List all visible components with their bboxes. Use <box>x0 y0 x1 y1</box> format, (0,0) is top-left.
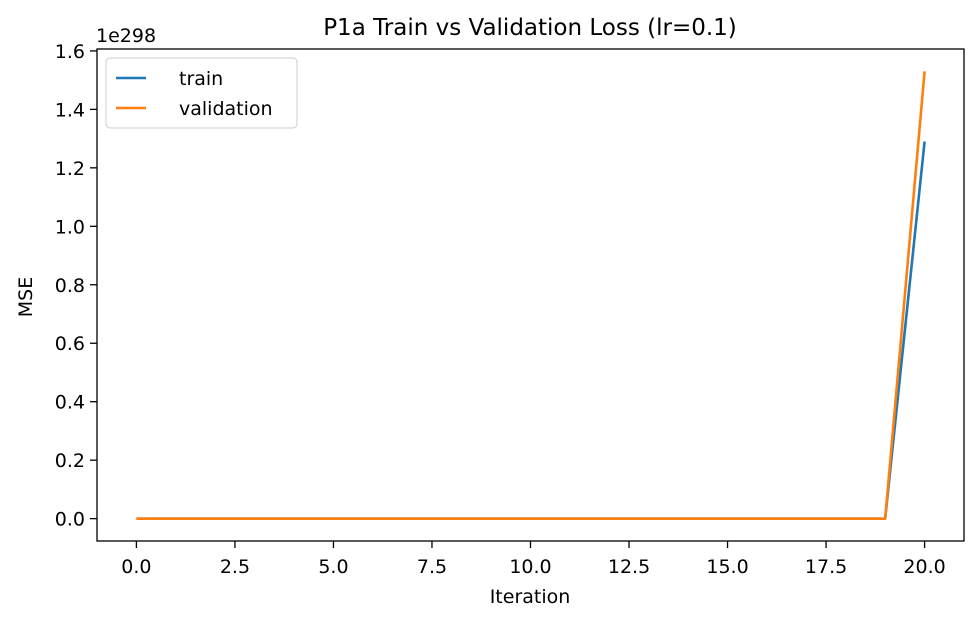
y-tick-label: 1.0 <box>55 216 85 238</box>
y-tick-label: 1.2 <box>55 158 85 180</box>
y-tick-label: 0.6 <box>55 333 85 355</box>
series-line-validation <box>136 71 926 520</box>
x-tick-label: 20.0 <box>903 556 945 578</box>
x-tick-label: 2.5 <box>220 556 250 578</box>
y-tick-label: 1.4 <box>55 99 85 121</box>
y-offset-text: 1e298 <box>96 25 156 47</box>
x-tick-label: 0.0 <box>121 556 151 578</box>
legend-box <box>105 57 298 129</box>
legend-train-label: train <box>179 68 223 90</box>
legend: train validation <box>105 57 298 129</box>
x-axis-label: Iteration <box>490 586 571 608</box>
x-tick-label: 12.5 <box>608 556 650 578</box>
y-axis: 0.0 0.2 0.4 0.6 0.8 1.0 1.2 1.4 1.6 <box>55 41 97 531</box>
y-tick-label: 0.8 <box>55 275 85 297</box>
legend-validation-label: validation <box>179 98 273 120</box>
plot-area <box>136 71 926 520</box>
x-axis: 0.0 2.5 5.0 7.5 10.0 12.5 15.0 17.5 20.0 <box>121 541 946 578</box>
y-tick-label: 0.4 <box>55 392 85 414</box>
y-axis-label: MSE <box>15 277 37 317</box>
x-tick-label: 17.5 <box>805 556 847 578</box>
y-tick-label: 1.6 <box>55 41 85 63</box>
x-tick-label: 5.0 <box>318 556 348 578</box>
chart-title: P1a Train vs Validation Loss (lr=0.1) <box>323 15 737 41</box>
x-tick-label: 15.0 <box>706 556 748 578</box>
y-tick-label: 0.0 <box>55 509 85 531</box>
y-tick-label: 0.2 <box>55 450 85 472</box>
x-tick-label: 7.5 <box>417 556 447 578</box>
x-tick-label: 10.0 <box>509 556 551 578</box>
